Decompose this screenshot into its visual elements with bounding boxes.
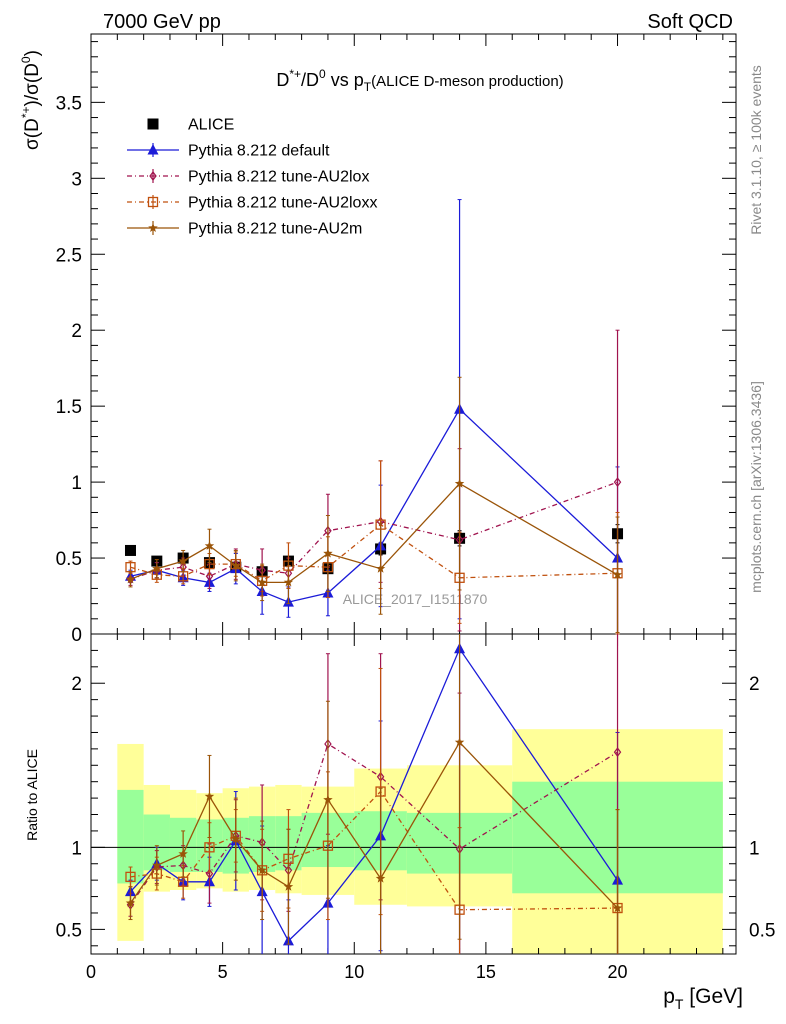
legend-label: Pythia 8.212 default [188, 143, 330, 160]
legend-label: ALICE [188, 117, 234, 134]
data-point [612, 569, 623, 579]
data-point [124, 544, 136, 556]
main-y-tick-label: 3 [71, 169, 82, 190]
data-point [323, 794, 333, 804]
mcplots-label: mcplots.cern.ch [arXiv:1306.3436] [748, 381, 764, 593]
series-line [130, 482, 618, 584]
title-t-sub: T [364, 80, 372, 94]
top-y-axis-label-text: σ(D*+)/σ(D0) [19, 50, 43, 150]
data-point [231, 560, 241, 570]
data-point [257, 865, 267, 875]
legend-marker [147, 196, 159, 208]
main-series-3 [125, 460, 623, 635]
top-y-axis-label: σ(D*+)/σ(D0) [19, 50, 43, 150]
series-line [129, 742, 618, 906]
ratio-uncertainty-bands [117, 729, 723, 954]
title-d-sup: *+ [289, 67, 301, 81]
ratio-panel-frame [90, 633, 737, 955]
ratio-y-tick-label: 0.5 [56, 920, 82, 941]
data-point [152, 860, 162, 870]
legend-marker [149, 171, 157, 181]
ratio-y-tick-label-right: 0.5 [749, 920, 775, 941]
data-point [125, 898, 136, 908]
legend-item: Pythia 8.212 tune-AU2loxx [127, 195, 377, 212]
legend-item: ALICE [147, 117, 234, 134]
x-tick-label: 10 [344, 962, 364, 982]
title-d0-sup: 0 [319, 67, 326, 81]
data-point [323, 548, 333, 558]
legend-label: Pythia 8.212 tune-AU2loxx [188, 195, 377, 212]
header-right: Soft QCD [647, 11, 733, 33]
title-paren: (ALICE D-meson production) [371, 73, 564, 90]
ratio-y-tick-label-right: 2 [749, 674, 760, 695]
legend-marker [147, 144, 159, 155]
legend-marker [148, 223, 158, 232]
ratio-y-axis-label: Ratio to ALICE [24, 749, 40, 841]
data-point [283, 577, 294, 587]
data-point [178, 556, 188, 566]
title-vs-p: vs p [326, 70, 364, 90]
header-left: 7000 GeV pp [103, 11, 221, 33]
data-point [454, 478, 465, 488]
data-point [152, 563, 162, 573]
data-point [204, 540, 215, 550]
x-tick-label: 15 [476, 962, 496, 982]
data-point [375, 873, 386, 883]
main-y-tick-label: 0.5 [56, 549, 82, 570]
title-slash-d: /D [301, 70, 319, 90]
ratio-y-tick-label: 1 [71, 838, 82, 859]
main-y-tick-label: 0 [71, 625, 82, 646]
ratio-series-3 [125, 634, 623, 954]
main-y-tick-label: 3.5 [56, 93, 82, 114]
data-point [231, 834, 241, 844]
legend-label: Pythia 8.212 tune-AU2lox [188, 169, 369, 186]
data-point [178, 848, 188, 858]
data-point [204, 791, 215, 801]
x-tick-label: 5 [218, 962, 228, 982]
main-y-tick-label: 2 [71, 321, 82, 342]
legend-label: Pythia 8.212 tune-AU2m [188, 221, 362, 238]
data-point [613, 477, 622, 488]
main-series-4 [125, 376, 623, 633]
title-d: D [276, 70, 289, 90]
data-point [283, 881, 294, 891]
ratio-panel-series [124, 634, 624, 954]
main-series-2 [126, 329, 622, 635]
data-point [204, 842, 215, 853]
main-y-tick-label: 2.5 [56, 245, 82, 266]
x-tick-label: 0 [86, 962, 96, 982]
data-point [125, 574, 136, 584]
data-point [375, 563, 386, 573]
series-line [130, 481, 618, 580]
main-y-tick-label: 1 [71, 473, 82, 494]
x-tick-label: 20 [608, 962, 628, 982]
data-point [613, 747, 622, 758]
rivet-version-label: Rivet 3.1.10, ≥ 100k events [748, 65, 764, 235]
main-y-tick-label: 1.5 [56, 397, 82, 418]
axes-ticks: 0 5 10 15 20 0 0.5 1 1.5 2 2.5 3 3.5 0.5 0.5 1 1 2 2 [56, 34, 775, 982]
ratio-y-tick-label: 2 [71, 674, 82, 695]
legend-item: Pythia 8.212 tune-AU2lox [127, 169, 369, 186]
legend: ALICE Pythia 8.212 default Pythia 8.212 tu… [127, 117, 377, 238]
data-point [125, 871, 136, 883]
plot-title: D*+/D0 vs pT(ALICE D-meson production) [276, 67, 563, 94]
legend-marker [147, 118, 159, 130]
data-point [257, 577, 267, 587]
legend-item: Pythia 8.212 default [127, 143, 330, 160]
main-series-1 [124, 199, 624, 634]
data-point [612, 903, 623, 913]
x-axis-label: pT [GeV] [663, 985, 743, 1012]
main-panel-series [124, 199, 624, 635]
analysis-watermark: ALICE_2017_I1511870 [343, 591, 488, 607]
series-line [130, 408, 618, 603]
data-point [454, 737, 465, 747]
legend-item: Pythia 8.212 tune-AU2m [127, 221, 362, 238]
ratio-y-tick-label-right: 1 [749, 838, 760, 859]
